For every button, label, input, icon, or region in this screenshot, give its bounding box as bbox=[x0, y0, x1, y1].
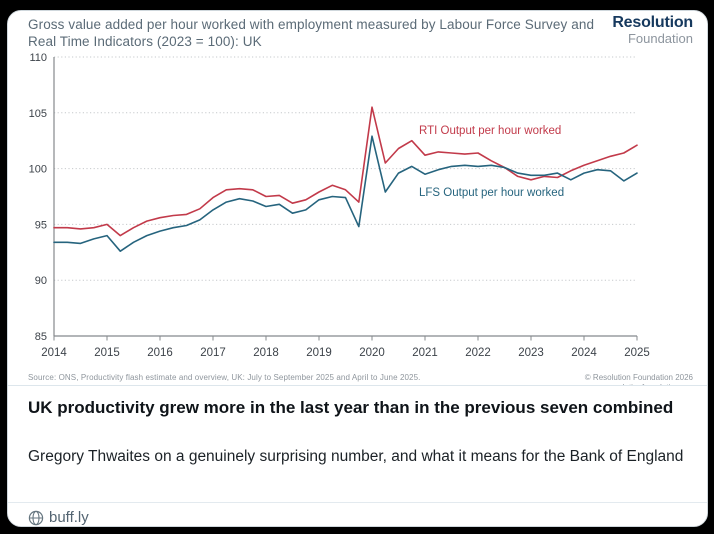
link-row[interactable]: buff.ly bbox=[28, 509, 89, 526]
chart-title-line1: Gross value added per hour worked with e… bbox=[28, 17, 568, 32]
x-axis-tick-label: 2015 bbox=[94, 347, 120, 359]
productivity-chart: 85 90 95 100 105 110 2014 2015 2016 2017 2018 2019 2… bbox=[29, 52, 650, 359]
source-note: Source: ONS, Productivity flash estimate… bbox=[28, 373, 421, 382]
card-image-divider bbox=[8, 385, 707, 386]
link-divider bbox=[8, 502, 707, 503]
copyright-note: © Resolution Foundation 2026 resolutionf… bbox=[585, 373, 693, 386]
y-axis-tick-label: 85 bbox=[35, 331, 47, 343]
link-domain-text: buff.ly bbox=[49, 509, 89, 526]
logo-resolution-text: Resolution bbox=[612, 14, 693, 31]
y-axis-tick-label: 110 bbox=[29, 52, 47, 64]
x-axis-tick-label: 2020 bbox=[359, 347, 385, 359]
card-description: Gregory Thwaites on a genuinely surprisi… bbox=[28, 448, 684, 465]
chart-title: Gross value added per hour worked with e… bbox=[28, 16, 620, 50]
x-axis-tick-label: 2018 bbox=[253, 347, 279, 359]
x-axis-tick-label: 2023 bbox=[518, 347, 544, 359]
copyright-url-clipped: resolutionfoundation.org bbox=[585, 383, 693, 386]
y-axis-tick-label: 105 bbox=[29, 108, 47, 120]
y-axis-tick-label: 95 bbox=[35, 219, 47, 231]
lfs-series-label: LFS Output per hour worked bbox=[419, 187, 565, 199]
chart-title-line2: and Real Time Indicators (2023 = 100): U… bbox=[28, 17, 595, 49]
rti-series-label: RTI Output per hour worked bbox=[419, 125, 562, 137]
x-axis-tick-label: 2016 bbox=[147, 347, 173, 359]
x-axis-tick-label: 2019 bbox=[306, 347, 332, 359]
x-axis-tick-label: 2025 bbox=[624, 347, 650, 359]
logo-foundation-text: Foundation bbox=[627, 31, 693, 46]
twitter-card[interactable]: Gross value added per hour worked with e… bbox=[7, 10, 708, 527]
x-axis-tick-label: 2022 bbox=[465, 347, 491, 359]
copyright-text: © Resolution Foundation 2026 bbox=[584, 373, 693, 382]
x-axis-tick-label: 2014 bbox=[41, 347, 67, 359]
x-axis-tick-label: 2024 bbox=[571, 347, 597, 359]
chart-image-section: Gross value added per hour worked with e… bbox=[8, 11, 707, 386]
x-axis-tick-label: 2017 bbox=[200, 347, 226, 359]
x-axis-tick-label: 2021 bbox=[412, 347, 438, 359]
rti-line bbox=[53, 106, 638, 237]
globe-icon bbox=[28, 510, 44, 525]
lfs-line bbox=[53, 135, 638, 252]
resolution-foundation-logo: Resolution Foundation bbox=[612, 14, 693, 46]
card-headline[interactable]: UK productivity grew more in the last ye… bbox=[28, 398, 674, 417]
y-axis-tick-label: 100 bbox=[29, 164, 47, 176]
y-axis-tick-label: 90 bbox=[35, 275, 47, 287]
card-text-section: UK productivity grew more in the last ye… bbox=[8, 386, 707, 526]
